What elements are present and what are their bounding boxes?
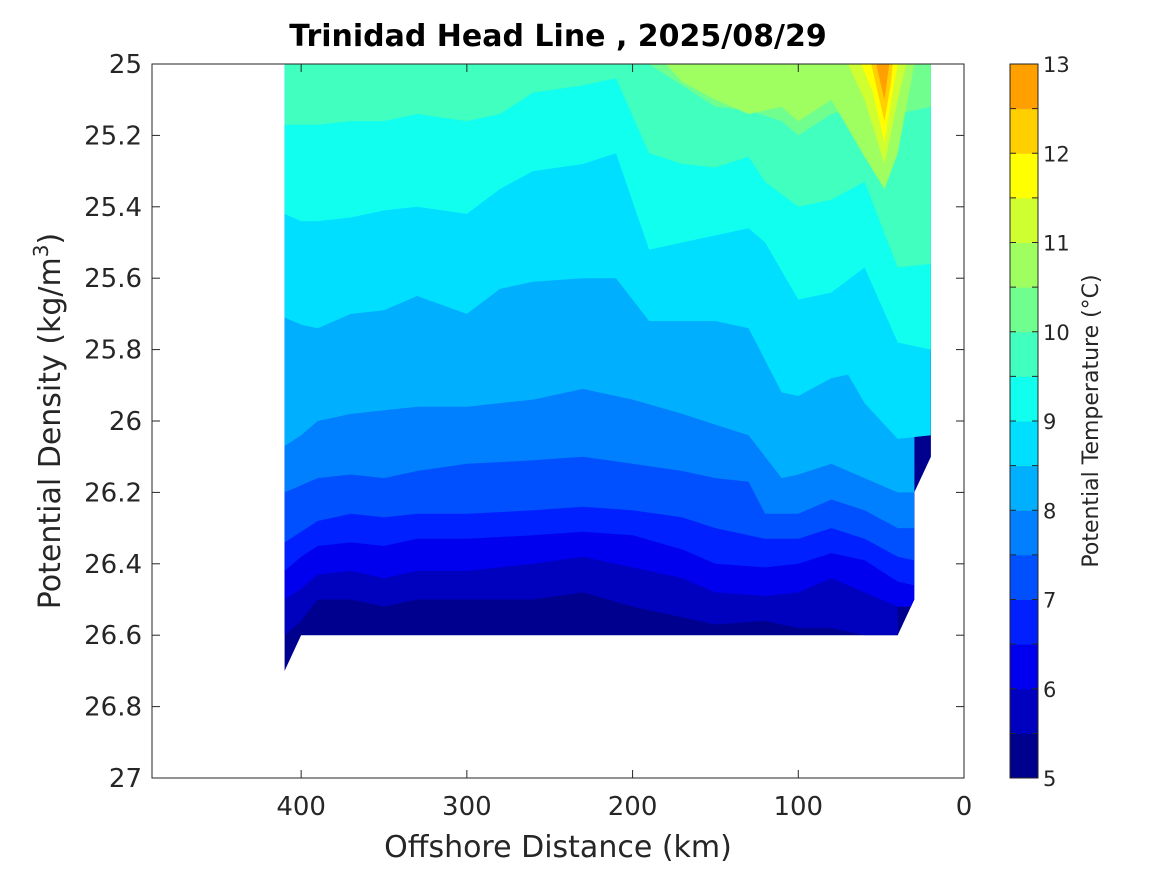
- colorbar-segment: [1010, 554, 1038, 600]
- colorbar: 5 6 7 8 9 10 11 12 13: [1009, 53, 1070, 791]
- colorbar-tick-label: 6: [1043, 678, 1056, 702]
- colorbar-segment: [1010, 510, 1038, 556]
- y-tick-label: 26: [109, 407, 142, 437]
- colorbar-segment: [1010, 153, 1038, 199]
- colorbar-label: Potential Temperature (°C): [1079, 274, 1104, 567]
- colorbar-segment: [1010, 108, 1038, 154]
- x-tick-label: 400: [276, 792, 326, 822]
- colorbar-tick-label: 12: [1043, 142, 1070, 166]
- y-tick-label: 26.2: [84, 478, 142, 508]
- contour-band-10.5: [665, 64, 915, 189]
- x-axis-label: Offshore Distance (km): [384, 830, 732, 865]
- chart-title: Trinidad Head Line , 2025/08/29: [289, 19, 826, 54]
- colorbar-tick-label: 11: [1043, 232, 1070, 256]
- y-tick-label: 26.4: [84, 550, 142, 580]
- colorbar-tick-label: 8: [1043, 499, 1056, 523]
- y-axis-label-tail: ): [33, 233, 68, 245]
- colorbar-segment: [1010, 421, 1038, 467]
- colorbar-tick-label: 13: [1043, 53, 1070, 77]
- colorbar-segment: [1010, 64, 1038, 110]
- x-tick-label: 300: [442, 792, 492, 822]
- colorbar-tick-label: 10: [1043, 321, 1070, 345]
- x-tick-label: 200: [608, 792, 658, 822]
- colorbar-segment: [1010, 242, 1038, 288]
- colorbar-segment: [1010, 599, 1038, 645]
- colorbar-segment: [1010, 644, 1038, 690]
- colorbar-segment: [1010, 688, 1038, 734]
- x-tick-label: 100: [773, 792, 823, 822]
- colorbar-tick-label: 5: [1043, 767, 1056, 791]
- colorbar-segment: [1010, 465, 1038, 511]
- y-tick-label: 26.6: [84, 621, 142, 651]
- colorbar-segment: [1010, 376, 1038, 422]
- x-tick-label: 0: [956, 792, 973, 822]
- colorbar-segment: [1010, 287, 1038, 333]
- y-axis-label-main: Potential Density (kg/m: [33, 257, 68, 609]
- colorbar-tick-label: 7: [1043, 589, 1056, 613]
- y-tick-label: 25.2: [84, 121, 142, 151]
- y-axis-ticks: 25 25.2 25.4 25.6 25.8 26 26.2 26.4 26.6 26.8 27: [84, 50, 964, 794]
- contour-core-12.5: [876, 64, 890, 100]
- y-tick-label: 25: [109, 50, 142, 80]
- y-tick-label: 26.8: [84, 693, 142, 723]
- y-tick-label: 27: [109, 764, 142, 794]
- y-tick-label: 25.6: [84, 264, 142, 294]
- y-tick-label: 25.8: [84, 336, 142, 366]
- y-axis-label-sup: 3: [29, 244, 53, 257]
- colorbar-tick-label: 9: [1043, 410, 1056, 434]
- plot-area: [284, 64, 931, 671]
- y-tick-label: 25.4: [84, 193, 142, 223]
- colorbar-segment: [1010, 733, 1038, 779]
- x-axis-ticks: 400 300 200 100 0: [276, 64, 972, 822]
- y-axis-label: Potential Density (kg/m3): [29, 233, 68, 609]
- colorbar-segment: [1010, 331, 1038, 377]
- colorbar-segment: [1010, 197, 1038, 243]
